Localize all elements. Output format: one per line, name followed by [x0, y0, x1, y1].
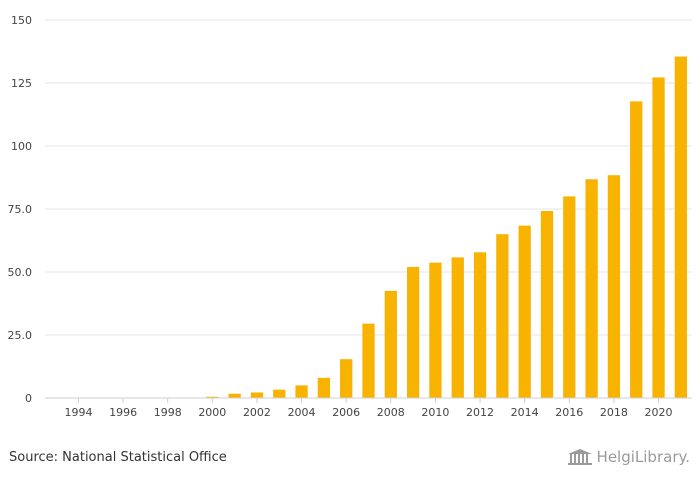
bar-2016[interactable]: [563, 196, 576, 398]
y-tick-label: 25.0: [8, 329, 33, 342]
bar-2002[interactable]: [250, 392, 264, 398]
bar-2014[interactable]: [518, 225, 531, 398]
x-tick-label: 2012: [466, 406, 494, 419]
bar-2012[interactable]: [473, 252, 487, 398]
bar-2021[interactable]: [674, 56, 687, 398]
x-tick-label: 2004: [288, 406, 316, 419]
y-tick-label: 100: [11, 140, 32, 153]
y-tick-label: 75.0: [8, 203, 33, 216]
bar-2001[interactable]: [228, 393, 241, 398]
x-axis: [45, 397, 692, 403]
x-tick-label: 2002: [243, 406, 271, 419]
brand-logo[interactable]: HelgiLibrary.: [567, 448, 690, 466]
y-tick-label: 150: [11, 14, 32, 27]
x-tick-label: 2016: [555, 406, 583, 419]
bar-2005[interactable]: [317, 377, 331, 398]
bar-2003[interactable]: [273, 389, 286, 398]
x-tick-label: 2020: [645, 406, 673, 419]
bar-chart: 0 25.0 50.0 75.0 100 125 150 1994 1996 1998 2000 2…: [8, 14, 692, 419]
x-tick-label: 1996: [109, 406, 137, 419]
x-tick-label: 2000: [198, 406, 226, 419]
bar-2010[interactable]: [429, 262, 442, 398]
x-tick-label: 1994: [64, 406, 92, 419]
bar-2018[interactable]: [607, 175, 621, 398]
bar-2015[interactable]: [540, 211, 554, 398]
bar-2017[interactable]: [585, 179, 598, 398]
x-tick-label: 2006: [332, 406, 360, 419]
bar-2006[interactable]: [340, 359, 353, 398]
y-tick-label: 50.0: [8, 266, 33, 279]
bars: [206, 56, 687, 399]
bar-2020[interactable]: [652, 77, 665, 399]
brand-name: HelgiLibrary.: [596, 448, 690, 466]
bar-2004[interactable]: [295, 385, 308, 398]
bar-2011[interactable]: [451, 257, 464, 398]
y-tick-label: 125: [11, 77, 32, 90]
x-tick-label: 1998: [154, 406, 182, 419]
x-tick-label: 2008: [377, 406, 405, 419]
x-tick-label: 2014: [511, 406, 539, 419]
y-axis-labels: 0 25.0 50.0 75.0 100 125 150: [8, 14, 33, 405]
bar-2007[interactable]: [362, 323, 375, 398]
x-tick-label: 2010: [421, 406, 449, 419]
x-tick-label: 2018: [600, 406, 628, 419]
bar-2000[interactable]: [206, 396, 219, 398]
gridlines: [45, 19, 692, 336]
library-logo-icon: [567, 449, 592, 465]
bar-2008[interactable]: [384, 290, 397, 398]
x-axis-labels: 1994 1996 1998 2000 2002 2004 2006 2008 2010 2012…: [64, 406, 672, 419]
bar-2019[interactable]: [630, 101, 643, 398]
y-tick-label: 0: [25, 392, 32, 405]
source-note: Source: National Statistical Office: [9, 450, 227, 465]
bar-2009[interactable]: [406, 266, 420, 398]
bar-2013[interactable]: [496, 234, 509, 398]
